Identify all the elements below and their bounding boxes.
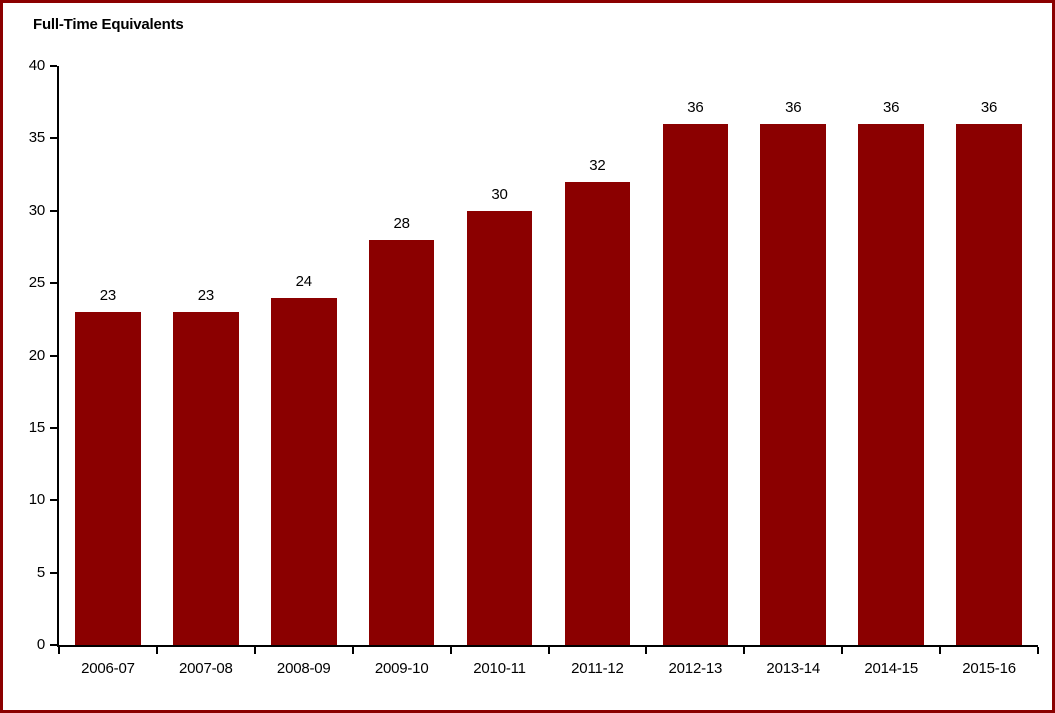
y-axis-tick (50, 354, 57, 357)
bar-value-label: 23 (197, 287, 215, 305)
y-tick-label: 40 (28, 57, 45, 74)
bar-value-label: 32 (589, 156, 606, 174)
y-tick-label: 25 (28, 274, 45, 292)
bar (466, 210, 533, 645)
y-tick-label: 35 (28, 129, 45, 147)
x-tick-label: 2011-12 (571, 660, 624, 677)
bar (270, 297, 337, 645)
x-tick-label: 2009-10 (374, 660, 429, 677)
y-tick-label: 10 (28, 491, 45, 509)
x-axis-tick (351, 647, 354, 654)
y-axis-tick (50, 644, 57, 646)
y-tick-label: 20 (28, 346, 45, 364)
x-tick-label: 2006-07 (81, 660, 135, 677)
y-axis-tick (50, 137, 57, 140)
x-axis-tick (939, 647, 942, 654)
bar-value-label: 23 (99, 287, 117, 305)
chart-title: Full-Time Equivalents (33, 16, 184, 33)
x-tick-label: 2014-15 (864, 660, 918, 677)
x-tick-label: 2010-11 (473, 660, 526, 677)
x-axis-tick (645, 647, 648, 654)
bar (662, 123, 729, 645)
bar-value-label: 28 (393, 214, 410, 232)
bar (75, 312, 141, 645)
bar (368, 239, 435, 645)
plot-area: 0 5 10 15 20 25 30 35 40 23 2006-07 23 2007-08 24 2008… (29, 57, 1039, 677)
y-axis-tick (50, 282, 57, 285)
x-tick-label: 2012-13 (668, 660, 723, 677)
x-axis-tick (1037, 647, 1039, 654)
x-axis-tick (547, 647, 550, 654)
bar-value-label: 36 (980, 98, 998, 116)
bar (956, 123, 1022, 645)
y-tick-label: 30 (28, 201, 45, 219)
y-tick-label: 0 (36, 636, 45, 653)
x-axis-tick (743, 647, 746, 654)
x-axis-tick (841, 647, 844, 654)
bar (858, 123, 924, 645)
x-axis-tick (253, 647, 256, 654)
x-axis-tick (449, 647, 452, 654)
y-axis-tick (50, 209, 57, 212)
bar-value-label: 36 (785, 98, 802, 116)
x-axis-tick (155, 647, 158, 654)
bar (173, 312, 239, 645)
bar-value-label: 24 (295, 272, 313, 290)
x-axis-tick (58, 647, 60, 654)
bar (760, 123, 827, 645)
x-tick-label: 2007-08 (179, 660, 233, 677)
y-axis-tick (50, 426, 57, 429)
bar-value-label: 30 (491, 185, 508, 203)
x-tick-label: 2013-14 (766, 660, 821, 677)
bar (564, 181, 631, 645)
y-axis-tick (50, 65, 57, 67)
y-tick-label: 15 (28, 418, 45, 436)
bar-value-label: 36 (882, 98, 900, 116)
y-axis-tick (50, 571, 57, 574)
x-tick-label: 2008-09 (276, 660, 331, 677)
bar-value-label: 36 (687, 98, 704, 116)
y-tick-label: 5 (36, 563, 45, 581)
x-tick-label: 2015-16 (962, 660, 1016, 677)
y-axis-tick (50, 499, 57, 502)
